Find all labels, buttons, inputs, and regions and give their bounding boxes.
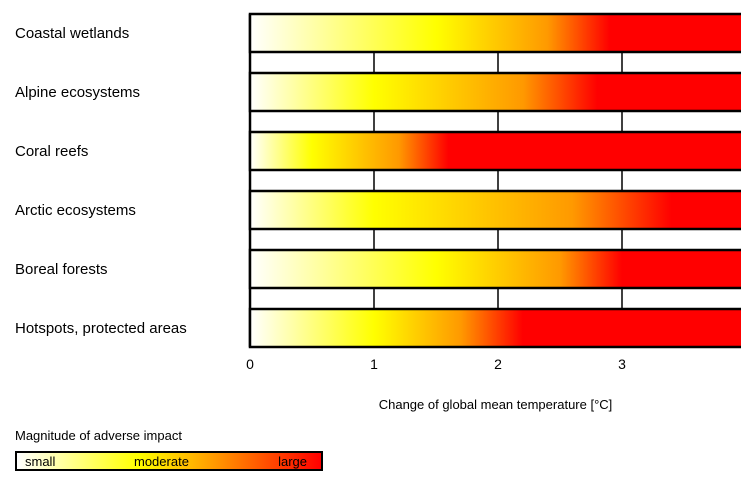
x-tick-label: 2 xyxy=(494,356,502,372)
bar-arctic-ecosystems xyxy=(248,189,741,231)
bar-alpine-ecosystems xyxy=(248,71,741,113)
bar-boreal-forests xyxy=(248,248,741,290)
bar-coral-reefs xyxy=(248,130,741,172)
bar-hotspots-protected-areas xyxy=(248,307,741,349)
legend-small-label: small xyxy=(25,454,56,469)
category-label: Boreal forests xyxy=(15,261,108,278)
legend-moderate-label: moderate xyxy=(134,454,189,469)
category-label: Hotspots, protected areas xyxy=(15,320,187,337)
legend-color-scale: small moderate large xyxy=(15,451,323,471)
legend-title: Magnitude of adverse impact xyxy=(15,428,182,443)
legend-large-label: large xyxy=(278,454,307,469)
category-label: Alpine ecosystems xyxy=(15,84,140,101)
x-tick-label: 0 xyxy=(246,356,254,372)
category-label: Coastal wetlands xyxy=(15,25,129,42)
category-label: Coral reefs xyxy=(15,143,88,160)
category-label: Arctic ecosystems xyxy=(15,202,136,219)
x-tick-label: 1 xyxy=(370,356,378,372)
bar-coastal-wetlands xyxy=(248,12,741,54)
x-axis-label: Change of global mean temperature [°C] xyxy=(378,397,613,412)
x-tick-label: 3 xyxy=(618,356,626,372)
impact-chart: Coastal wetlands Alpine ecosystems Coral r… xyxy=(15,12,741,372)
